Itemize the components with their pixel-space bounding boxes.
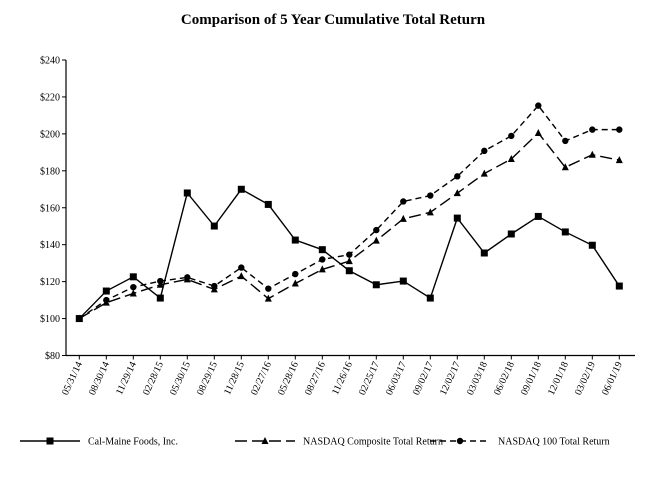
data-point-cal-maine-foods-inc <box>264 200 272 208</box>
x-tick-label: 11/29/14 <box>114 360 139 397</box>
data-point-cal-maine-foods-inc <box>507 230 515 238</box>
data-point-nasdaq-100-total-return <box>103 296 110 304</box>
x-tick-label: 06/01/19 <box>600 360 625 397</box>
x-tick-label: 02/25/17 <box>357 360 382 397</box>
y-tick-label: $100 <box>40 314 60 325</box>
data-point-nasdaq-composite-total-return <box>480 169 488 177</box>
x-tick-label: 03/03/18 <box>465 360 490 397</box>
data-point-cal-maine-foods-inc <box>426 294 434 302</box>
data-point-nasdaq-composite-total-return <box>237 272 245 280</box>
data-point-nasdaq-100-total-return <box>130 283 137 291</box>
x-tick-label: 12/02/17 <box>438 360 463 397</box>
series-line-nasdaq-composite-total-return <box>78 131 620 320</box>
data-point-cal-maine-foods-inc <box>534 212 542 220</box>
data-point-cal-maine-foods-inc <box>237 185 245 193</box>
y-tick-label: $240 <box>40 56 60 67</box>
data-point-cal-maine-foods-inc <box>210 222 218 230</box>
data-point-nasdaq-100-total-return <box>400 198 407 205</box>
data-point-cal-maine-foods-inc <box>183 189 191 197</box>
data-point-nasdaq-100-total-return <box>481 147 488 155</box>
data-point-nasdaq-composite-total-return <box>399 214 407 222</box>
data-point-nasdaq-100-total-return <box>454 173 461 180</box>
x-tick-label: 02/28/15 <box>141 360 166 397</box>
data-point-cal-maine-foods-inc <box>345 267 353 275</box>
data-point-nasdaq-100-total-return <box>562 137 569 145</box>
data-point-nasdaq-100-total-return <box>292 270 299 278</box>
data-point-nasdaq-100-total-return <box>616 126 623 133</box>
data-point-nasdaq-100-total-return <box>238 264 245 271</box>
x-tick-label: 08/27/16 <box>303 360 328 397</box>
data-point-nasdaq-composite-total-return <box>345 257 353 265</box>
y-tick-label: $80 <box>45 351 60 362</box>
data-point-nasdaq-100-total-return <box>427 192 434 199</box>
x-tick-label: 12/01/18 <box>546 360 571 397</box>
data-point-nasdaq-100-total-return <box>373 226 380 234</box>
data-point-nasdaq-composite-total-return <box>588 150 596 158</box>
data-point-cal-maine-foods-inc <box>615 282 623 290</box>
x-tick-label: 11/28/15 <box>222 360 247 397</box>
data-point-cal-maine-foods-inc <box>399 277 407 285</box>
chart-title: Comparison of 5 Year Cumulative Total Re… <box>180 12 486 28</box>
legend-label-nasdaq-composite-total-return: NASDAQ Composite Total Return <box>303 437 443 448</box>
y-tick-label: $160 <box>40 203 60 214</box>
data-point-nasdaq-composite-total-return <box>318 265 326 273</box>
x-tick-label: 09/02/17 <box>411 360 436 397</box>
x-tick-label: 05/28/16 <box>276 360 301 397</box>
legend-marker-cal-maine-foods-inc <box>46 437 54 445</box>
data-point-nasdaq-100-total-return <box>508 132 515 140</box>
y-tick-label: $200 <box>40 129 60 140</box>
data-point-cal-maine-foods-inc <box>588 241 596 249</box>
data-point-nasdaq-composite-total-return <box>264 294 272 302</box>
data-point-cal-maine-foods-inc <box>561 228 569 236</box>
x-tick-label: 05/30/15 <box>168 360 193 397</box>
data-point-nasdaq-composite-total-return <box>453 189 461 197</box>
data-point-nasdaq-composite-total-return <box>534 128 542 136</box>
x-tick-label: 06/02/18 <box>492 360 517 397</box>
x-tick-label: 06/03/17 <box>384 360 409 397</box>
legend-label-nasdaq-100-total-return: NASDAQ 100 Total Return <box>498 437 610 448</box>
x-tick-label: 05/31/14 <box>60 360 85 397</box>
data-point-nasdaq-100-total-return <box>184 274 191 281</box>
data-point-nasdaq-composite-total-return <box>561 163 569 171</box>
data-point-nasdaq-composite-total-return <box>615 156 623 164</box>
data-point-nasdaq-100-total-return <box>589 126 596 133</box>
y-tick-label: $180 <box>40 166 60 177</box>
data-point-nasdaq-100-total-return <box>535 102 542 109</box>
y-tick-label: $120 <box>40 277 60 288</box>
data-point-nasdaq-100-total-return <box>211 282 218 290</box>
x-tick-label: 03/02/19 <box>573 360 598 397</box>
data-point-nasdaq-composite-total-return <box>507 154 515 162</box>
data-point-cal-maine-foods-inc <box>156 294 164 302</box>
x-tick-label: 08/29/15 <box>195 360 220 397</box>
x-tick-label: 11/26/16 <box>330 360 355 397</box>
y-tick-label: $220 <box>40 92 60 103</box>
data-point-cal-maine-foods-inc <box>129 273 137 281</box>
legend-marker-nasdaq-composite-total-return <box>261 437 269 444</box>
y-tick-label: $140 <box>40 240 60 251</box>
x-tick-label: 02/27/16 <box>249 360 274 397</box>
data-point-nasdaq-composite-total-return <box>426 208 434 216</box>
data-point-cal-maine-foods-inc <box>291 236 299 244</box>
data-point-cal-maine-foods-inc <box>318 246 326 254</box>
x-tick-label: 08/30/14 <box>87 360 112 397</box>
legend-label-cal-maine-foods-inc: Cal-Maine Foods, Inc. <box>88 437 178 448</box>
data-point-nasdaq-composite-total-return <box>372 236 380 244</box>
data-point-cal-maine-foods-inc <box>480 249 488 257</box>
data-point-nasdaq-100-total-return <box>346 251 353 258</box>
data-point-nasdaq-composite-total-return <box>291 279 299 287</box>
data-point-cal-maine-foods-inc <box>372 281 380 289</box>
x-tick-label: 09/01/18 <box>519 360 544 397</box>
data-point-nasdaq-100-total-return <box>319 256 326 263</box>
data-point-nasdaq-100-total-return <box>76 315 83 322</box>
data-point-cal-maine-foods-inc <box>453 214 461 222</box>
data-point-nasdaq-100-total-return <box>265 285 272 292</box>
data-point-cal-maine-foods-inc <box>102 287 110 295</box>
data-point-nasdaq-100-total-return <box>157 277 164 285</box>
legend-marker-nasdaq-100-total-return <box>456 437 464 445</box>
data-point-nasdaq-composite-total-return <box>129 289 137 297</box>
